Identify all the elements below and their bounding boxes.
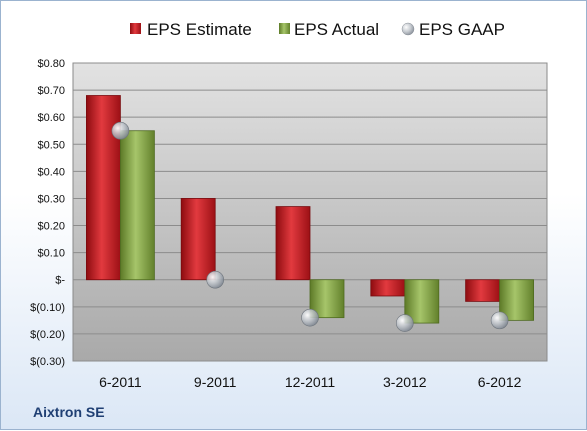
bar-actual xyxy=(404,279,440,324)
bar-estimate xyxy=(370,279,406,297)
marker-gaap xyxy=(490,311,509,330)
legend-swatch-estimate xyxy=(130,23,141,34)
bar-estimate xyxy=(86,95,121,281)
legend-label-estimate: EPS Estimate xyxy=(147,20,252,39)
y-tick-label: $(0.10) xyxy=(30,302,65,314)
legend: EPS Estimate EPS Actual EPS GAAP xyxy=(130,20,505,39)
x-tick-label: 6-2011 xyxy=(99,374,142,390)
x-tick-label: 3-2012 xyxy=(383,374,427,390)
marker-gaap xyxy=(111,121,130,140)
y-tick-label: $0.30 xyxy=(37,193,65,205)
y-tick-label: $0.10 xyxy=(37,248,65,260)
y-tick-label: $0.20 xyxy=(37,221,65,233)
x-axis-labels: 6-2011 9-2011 12-2011 3-2012 6-2012 xyxy=(99,374,521,390)
bars xyxy=(86,95,535,324)
y-tick-label: $0.70 xyxy=(37,85,65,97)
x-tick-label: 6-2012 xyxy=(478,374,522,390)
legend-label-actual: EPS Actual xyxy=(294,20,379,39)
bar-estimate xyxy=(275,206,311,281)
y-tick-label: $0.40 xyxy=(37,166,65,178)
y-tick-label: $(0.30) xyxy=(30,356,65,368)
y-axis-ticks: $0.80 $0.70 $0.60 $0.50 $0.40 $0.30 $0.20 $0.10… xyxy=(30,58,65,368)
y-tick-label: $- xyxy=(55,275,65,287)
marker-gaap xyxy=(301,308,319,327)
gaap-markers xyxy=(111,121,509,332)
bar-actual xyxy=(120,130,155,281)
y-tick-label: $(0.20) xyxy=(30,329,65,341)
bar-estimate xyxy=(180,198,216,281)
bar-estimate xyxy=(465,279,501,302)
bar-actual xyxy=(499,279,535,321)
y-tick-label: $0.60 xyxy=(37,112,65,124)
company-name: Aixtron SE xyxy=(33,404,105,420)
y-tick-label: $0.50 xyxy=(37,139,65,151)
legend-swatch-gaap xyxy=(401,22,415,36)
legend-swatch-actual xyxy=(279,23,290,34)
x-tick-label: 9-2011 xyxy=(194,374,237,390)
x-tick-label: 12-2011 xyxy=(285,374,336,390)
marker-gaap xyxy=(206,270,224,289)
marker-gaap xyxy=(395,314,414,332)
legend-label-gaap: EPS GAAP xyxy=(419,20,505,39)
y-tick-label: $0.80 xyxy=(37,58,65,70)
